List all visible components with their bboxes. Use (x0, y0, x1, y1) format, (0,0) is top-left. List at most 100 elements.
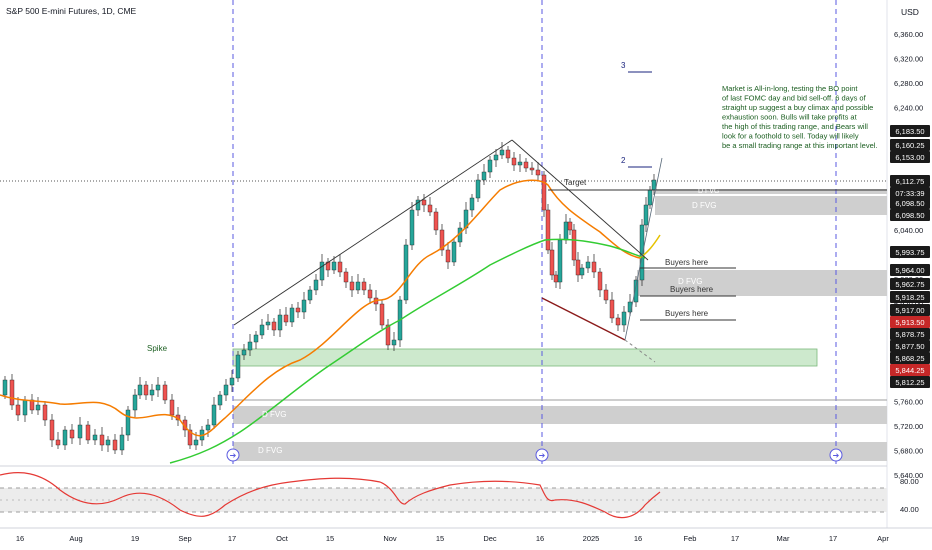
candle-body (187, 429, 193, 446)
fvg-label-1: D FVG (692, 201, 716, 210)
buyers-label-3: Buyers here (665, 309, 709, 318)
candle-body (549, 249, 555, 276)
candle-body (505, 149, 511, 159)
price-tick: 5,680.00 (894, 447, 923, 456)
time-tick: 17 (829, 534, 837, 543)
price-label: 6,153.00 (895, 153, 924, 162)
event-marker-2-icon: ➔ (539, 451, 546, 460)
commentary-line: look for a foothold to sell. Today will … (722, 132, 859, 141)
candle-body (343, 271, 349, 283)
annotations: Target Spike Buyers here Buyers here Buy… (147, 61, 878, 455)
time-tick: Dec (483, 534, 497, 543)
currency-label[interactable]: USD (901, 7, 919, 17)
candle-body (367, 289, 373, 299)
price-label: 6,098.50 (895, 199, 924, 208)
candle-body (499, 149, 505, 156)
time-tick: 16 (16, 534, 24, 543)
candle-body (481, 171, 487, 181)
candle-body (289, 307, 295, 323)
event-marker-1-icon: ➔ (230, 451, 237, 460)
candle-body (511, 157, 517, 166)
event-marker-3[interactable] (829, 448, 843, 462)
candle-body (529, 167, 535, 171)
candle-body (475, 179, 481, 199)
leg-3-label: 3 (621, 61, 626, 70)
event-marker-3-icon: ➔ (833, 451, 840, 460)
price-label-box (890, 304, 930, 316)
price-label-box (890, 291, 930, 303)
candle-body (162, 384, 168, 401)
projection-line-1 (624, 157, 663, 341)
price-label-box (890, 278, 930, 290)
event-marker-1[interactable] (226, 448, 240, 462)
descending-trendline (511, 139, 649, 261)
candle-body (42, 404, 48, 421)
oscillator-axis: 80.00 40.00 (900, 477, 919, 514)
commentary-text: Market is All-in-long, testing the BO po… (722, 84, 878, 150)
candle-body (193, 439, 199, 446)
lower-red-trendline (541, 297, 626, 341)
candle-body (15, 404, 21, 416)
candle-body (241, 349, 247, 356)
ema-slow-line (169, 238, 646, 464)
projection-line-2 (624, 339, 656, 363)
candle-body (155, 384, 161, 391)
time-tick: Nov (383, 534, 397, 543)
price-tick: 5,640.00 (894, 471, 923, 480)
commentary-line: straight up suggest a buy climax and pos… (722, 103, 873, 112)
leg-2-label: 2 (621, 156, 626, 165)
price-label-box (890, 209, 930, 221)
price-label-box (890, 264, 930, 276)
candle-body (223, 384, 229, 396)
candle-body (421, 199, 427, 206)
candle-body (337, 261, 343, 273)
upper-trendline (233, 139, 513, 326)
price-label: 07:33:39 (895, 189, 924, 198)
buyers-label-2: Buyers here (670, 285, 714, 294)
price-label: 5,812.25 (895, 378, 924, 387)
price-label-box (890, 364, 930, 376)
price-tick: 6,320.00 (894, 55, 923, 64)
candle-body (609, 299, 615, 319)
time-tick: 17 (731, 534, 739, 543)
candle-body (307, 289, 313, 301)
price-labels: 6,183.50 6,160.25 6,153.00 6,112.75 07:33:39… (890, 125, 930, 388)
candle-body (379, 303, 385, 326)
time-tick: Oct (276, 534, 289, 543)
candle-body (535, 169, 541, 176)
commentary-line: be a small trading range at this importa… (722, 141, 878, 150)
time-axis[interactable]: 16 Aug 19 Sep 17 Oct 15 Nov 15 Dec 16 2025 16 Feb 17 Ma… (16, 534, 890, 543)
candle-body (445, 249, 451, 263)
candle-body (585, 261, 591, 269)
candle-body (643, 204, 649, 226)
time-tick: Apr (877, 534, 889, 543)
candle-body (85, 424, 91, 441)
time-tick: 16 (634, 534, 642, 543)
commentary-line: exhaustion soon. Bulls will take profits… (722, 113, 858, 122)
commentary-line: Market is All-in-long, testing the BO po… (722, 84, 858, 93)
price-label: 5,878.75 (895, 330, 924, 339)
price-tick: 6,240.00 (894, 104, 923, 113)
candle-body (313, 279, 319, 291)
candle-body (319, 261, 325, 281)
event-marker-2[interactable] (535, 448, 549, 462)
time-tick: 15 (436, 534, 444, 543)
candle-body (639, 224, 645, 281)
candle-body (603, 289, 609, 301)
candle-body (149, 389, 155, 396)
price-label: 5,844.25 (895, 366, 924, 375)
candle-body (2, 379, 8, 396)
fvg-zone-5 (655, 189, 887, 194)
candle-body (211, 404, 217, 426)
candle-body (567, 221, 573, 231)
price-label-box (890, 316, 930, 328)
fvg-label-5: D FVG (698, 188, 719, 195)
price-tick: 5,720.00 (894, 422, 923, 431)
commentary-line: of last FOMC day and bid sell-off. 6 day… (722, 94, 867, 103)
price-label-box (890, 125, 930, 137)
candle-body (571, 229, 577, 261)
candles (2, 142, 657, 455)
time-tick: Mar (777, 534, 790, 543)
candle-body (545, 209, 551, 251)
